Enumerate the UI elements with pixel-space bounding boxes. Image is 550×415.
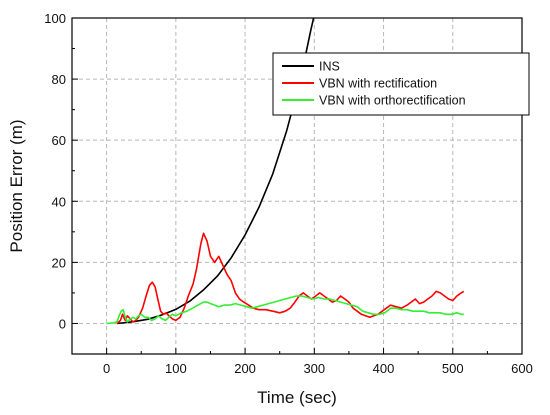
y-tick-label: 0	[59, 316, 66, 331]
x-tick-label: 0	[103, 361, 110, 376]
x-axis-title: Time (sec)	[257, 388, 337, 407]
y-tick-label: 60	[52, 133, 66, 148]
x-tick-label: 400	[373, 361, 395, 376]
axis-ticks	[71, 17, 523, 355]
y-axis-title: Position Error (m)	[7, 119, 26, 252]
x-tick-label: 100	[165, 361, 187, 376]
y-tick-label: 40	[52, 194, 66, 209]
legend-box	[272, 52, 530, 116]
y-tick-label: 100	[44, 11, 66, 26]
tick-labels: 0 100 200 300 400 500 600 0 20 40 60 80 100	[44, 11, 533, 376]
x-tick-label: 500	[442, 361, 464, 376]
legend-label-2: VBN with rectification	[319, 77, 437, 91]
series-line-2	[116, 232, 465, 325]
plot-frame	[71, 17, 523, 355]
series-line-3	[106, 295, 464, 325]
x-tick-label: 300	[303, 361, 325, 376]
legend: INS VBN with rectification VBN with orthor…	[272, 52, 530, 116]
x-tick-label: 600	[511, 361, 533, 376]
y-tick-label: 20	[52, 255, 66, 270]
y-tick-label: 80	[52, 72, 66, 87]
legend-label-1: INS	[319, 60, 340, 74]
legend-label-3: VBN with orthorectification	[319, 94, 466, 108]
x-tick-label: 200	[234, 361, 256, 376]
